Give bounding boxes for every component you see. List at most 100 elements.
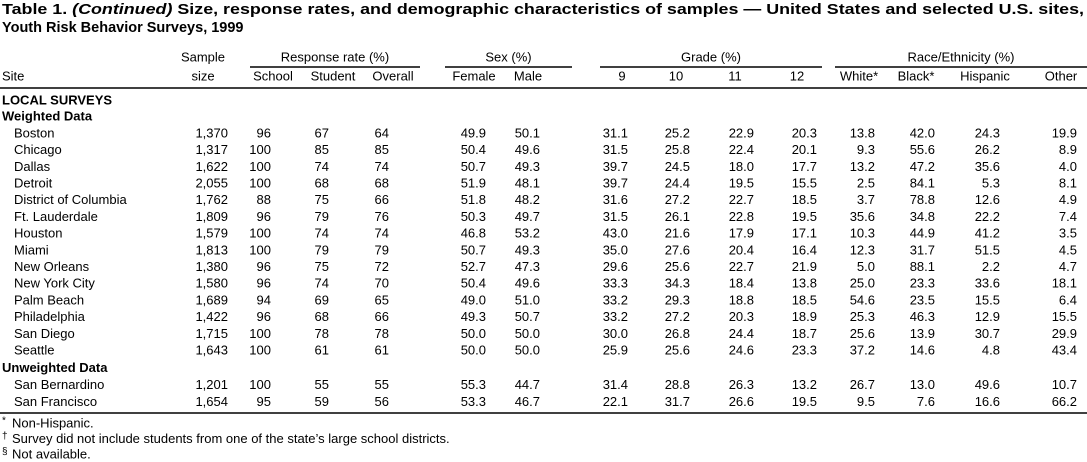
footnote-text: Survey did not include students from one… bbox=[12, 431, 450, 446]
cell: 7.4 bbox=[1059, 209, 1077, 224]
column-header: 12 bbox=[790, 68, 804, 83]
column-group-label: Race/Ethnicity (%) bbox=[908, 49, 1015, 64]
cell: 48.1 bbox=[515, 176, 540, 191]
cell: 5.0 bbox=[857, 259, 875, 274]
cell: 1,317 bbox=[195, 142, 228, 157]
cell: 49.3 bbox=[515, 159, 540, 174]
cell: 100 bbox=[249, 326, 271, 341]
cell: 5.3 bbox=[982, 176, 1000, 191]
cell: 18.1 bbox=[1052, 276, 1077, 291]
cell: 8.1 bbox=[1059, 176, 1077, 191]
cell: 15.5 bbox=[975, 292, 1000, 307]
cell: 53.3 bbox=[461, 394, 486, 409]
cell: 16.6 bbox=[975, 394, 1000, 409]
cell: 7.6 bbox=[917, 394, 935, 409]
cell: 66 bbox=[375, 309, 389, 324]
cell: 49.6 bbox=[515, 142, 540, 157]
cell: 25.8 bbox=[665, 142, 690, 157]
cell: 85 bbox=[315, 142, 329, 157]
cell: 100 bbox=[249, 159, 271, 174]
cell: 1,422 bbox=[195, 309, 228, 324]
cell: 21.9 bbox=[792, 259, 817, 274]
cell: 61 bbox=[315, 343, 329, 358]
cell: 26.3 bbox=[729, 377, 754, 392]
cell: 25.6 bbox=[850, 326, 875, 341]
section-label: Weighted Data bbox=[2, 108, 93, 123]
cell: 33.2 bbox=[603, 309, 628, 324]
cell: 31.7 bbox=[910, 242, 935, 257]
site-name: San Bernardino bbox=[14, 377, 104, 392]
cell: 37.2 bbox=[850, 343, 875, 358]
cell: 27.6 bbox=[665, 242, 690, 257]
column-group-label: Sex (%) bbox=[485, 49, 531, 64]
cell: 100 bbox=[249, 343, 271, 358]
cell: 4.8 bbox=[982, 343, 1000, 358]
cell: 1,201 bbox=[195, 377, 228, 392]
site-name: Philadelphia bbox=[14, 309, 86, 324]
cell: 50.3 bbox=[461, 209, 486, 224]
cell: 18.8 bbox=[729, 292, 754, 307]
title-prefix: Table 1. bbox=[2, 2, 67, 18]
cell: 19.5 bbox=[729, 176, 754, 191]
column-header: size bbox=[191, 68, 214, 83]
cell: 9.5 bbox=[857, 394, 875, 409]
cell: 24.4 bbox=[729, 326, 754, 341]
cell: 14.6 bbox=[910, 343, 935, 358]
cell: 47.3 bbox=[515, 259, 540, 274]
cell: 84.1 bbox=[910, 176, 935, 191]
cell: 1,809 bbox=[195, 209, 228, 224]
cell: 19.5 bbox=[792, 394, 817, 409]
cell: 9.3 bbox=[857, 142, 875, 157]
cell: 30.7 bbox=[975, 326, 1000, 341]
table-row: New Orleans 1,380 96 75 72 52.7 47.3 29.6 25.6 22… bbox=[14, 259, 1077, 274]
cell: 2.5 bbox=[857, 176, 875, 191]
cell: 88 bbox=[257, 192, 271, 207]
cell: 1,580 bbox=[195, 276, 228, 291]
cell: 51.5 bbox=[975, 242, 1000, 257]
site-name: District of Columbia bbox=[14, 192, 127, 207]
cell: 1,380 bbox=[195, 259, 228, 274]
cell: 50.0 bbox=[515, 343, 540, 358]
footnote-marker: † bbox=[2, 431, 8, 442]
cell: 74 bbox=[375, 159, 389, 174]
cell: 75 bbox=[315, 192, 329, 207]
cell: 2.2 bbox=[982, 259, 1000, 274]
cell: 46.8 bbox=[461, 226, 486, 241]
cell: 17.7 bbox=[792, 159, 817, 174]
cell: 4.9 bbox=[1059, 192, 1077, 207]
cell: 13.2 bbox=[792, 377, 817, 392]
cell: 8.9 bbox=[1059, 142, 1077, 157]
cell: 55.6 bbox=[910, 142, 935, 157]
cell: 50.7 bbox=[461, 242, 486, 257]
column-header: Site bbox=[2, 68, 24, 83]
cell: 35.0 bbox=[603, 242, 628, 257]
cell: 1,689 bbox=[195, 292, 228, 307]
site-name: Miami bbox=[14, 242, 49, 257]
title: Table 1. (Continued) Size, response rate… bbox=[2, 2, 1084, 18]
cell: 35.6 bbox=[850, 209, 875, 224]
column-header: White* bbox=[840, 68, 878, 83]
cell: 79 bbox=[375, 242, 389, 257]
cell: 34.8 bbox=[910, 209, 935, 224]
cell: 43.0 bbox=[603, 226, 628, 241]
column-header: 11 bbox=[728, 68, 742, 83]
cell: 100 bbox=[249, 242, 271, 257]
cell: 95 bbox=[257, 394, 271, 409]
cell: 55 bbox=[315, 377, 329, 392]
cell: 2,055 bbox=[195, 176, 228, 191]
cell: 17.1 bbox=[792, 226, 817, 241]
cell: 20.3 bbox=[792, 125, 817, 140]
cell: 25.9 bbox=[603, 343, 628, 358]
cell: 24.3 bbox=[975, 125, 1000, 140]
cell: 4.5 bbox=[1059, 242, 1077, 257]
table-row: San Francisco 1,654 95 59 56 53.3 46.7 22.1 31.7… bbox=[14, 394, 1077, 409]
cell: 42.0 bbox=[910, 125, 935, 140]
cell: 67 bbox=[315, 125, 329, 140]
cell: 78 bbox=[315, 326, 329, 341]
cell: 26.1 bbox=[665, 209, 690, 224]
cell: 22.1 bbox=[603, 394, 628, 409]
cell: 100 bbox=[249, 142, 271, 157]
cell: 26.8 bbox=[665, 326, 690, 341]
cell: 23.3 bbox=[910, 276, 935, 291]
site-name: Detroit bbox=[14, 176, 53, 191]
